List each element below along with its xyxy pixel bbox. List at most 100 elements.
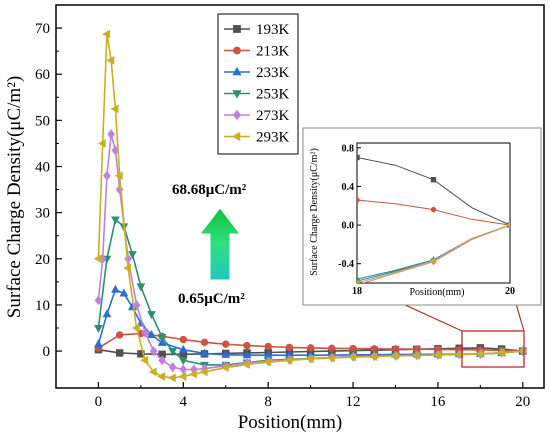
data-point-233k xyxy=(221,349,231,358)
data-point-233k xyxy=(147,330,156,338)
inset-data-point-193k xyxy=(357,154,360,161)
main-x-tick-label: 0 xyxy=(95,394,103,410)
main-x-tick-label: 12 xyxy=(346,394,361,410)
data-point-293k xyxy=(220,363,229,373)
main-series-group xyxy=(93,29,528,383)
data-point-233k xyxy=(200,348,209,357)
legend-label: 233K xyxy=(256,65,290,81)
data-point-293k xyxy=(140,355,149,365)
data-point-273k xyxy=(141,327,149,338)
main-x-axis-label: Position(mm) xyxy=(238,412,343,433)
inset-data-point-213k xyxy=(357,197,360,203)
data-point-293k xyxy=(433,350,441,360)
data-point-293k xyxy=(189,369,197,379)
data-point-293k xyxy=(199,367,208,377)
inset-y-tick-label: -0.4 xyxy=(338,259,354,270)
legend-item-233k: 233K xyxy=(224,65,290,81)
data-point-233k xyxy=(157,337,167,346)
data-point-293k xyxy=(411,351,420,360)
legend-label: 253K xyxy=(256,87,290,103)
data-point-293k xyxy=(475,349,484,359)
legend-item-193k: 193K xyxy=(224,22,290,38)
data-point-293k xyxy=(114,171,123,181)
data-point-293k xyxy=(369,352,378,361)
data-point-293k xyxy=(348,352,357,362)
data-point-233k xyxy=(111,284,120,293)
data-point-193k xyxy=(115,349,124,357)
series-line-293k xyxy=(97,34,523,379)
data-point-233k xyxy=(178,344,188,353)
main-y-tick-label: 40 xyxy=(35,160,50,176)
legend-marker-253k xyxy=(232,90,242,99)
main-y-tick-label: 60 xyxy=(35,67,50,83)
inset-series-293k xyxy=(357,223,510,283)
data-point-273k xyxy=(107,129,115,140)
inset-data-point-293k xyxy=(429,257,436,265)
legend-item-293k: 293K xyxy=(224,130,290,146)
legend-item-273k: 273K xyxy=(224,108,290,124)
data-point-273k xyxy=(179,364,188,375)
data-point-293k xyxy=(102,29,110,39)
data-point-293k xyxy=(326,353,335,363)
data-point-293k xyxy=(148,367,157,377)
data-point-253k xyxy=(147,311,156,320)
zoom-region-box xyxy=(461,330,525,368)
legend-marker-193k xyxy=(233,25,241,33)
main-x-tick-label: 8 xyxy=(264,394,272,410)
data-point-213k xyxy=(200,338,209,347)
main-y-tick-label: 10 xyxy=(35,298,50,314)
data-point-253k xyxy=(111,216,120,225)
main-x-tick-label: 4 xyxy=(180,394,188,410)
data-point-293k xyxy=(242,360,251,369)
data-point-293k xyxy=(131,323,140,333)
data-point-293k xyxy=(123,263,132,273)
data-point-233k xyxy=(94,339,103,348)
data-point-293k xyxy=(93,254,102,264)
legend-marker-273k xyxy=(232,109,242,121)
data-point-213k xyxy=(243,341,251,350)
data-point-273k xyxy=(103,170,111,181)
data-point-293k xyxy=(157,372,166,381)
legend-marker-293k xyxy=(231,131,241,142)
data-point-293k xyxy=(97,139,106,148)
min-value-annotation: 0.65μC/m² xyxy=(178,291,245,307)
data-point-253k xyxy=(178,357,188,366)
legend-label: 273K xyxy=(256,108,290,124)
data-point-273k xyxy=(149,346,158,357)
legend-box xyxy=(217,13,299,155)
data-point-233k xyxy=(102,309,112,318)
inset-x-axis-label: Position(mm) xyxy=(409,287,464,298)
data-point-293k xyxy=(167,373,176,383)
legend-label: 293K xyxy=(256,130,290,146)
main-y-tick-label: 0 xyxy=(43,344,51,360)
legend-label: 193K xyxy=(256,22,290,38)
data-point-213k xyxy=(115,331,124,339)
data-point-253k xyxy=(94,324,103,333)
legend-item-213k: 213K xyxy=(224,44,290,60)
main-x-tick-label: 16 xyxy=(430,394,446,410)
data-point-273k xyxy=(158,355,166,366)
data-point-293k xyxy=(106,56,115,65)
inset-series-group xyxy=(357,154,510,283)
data-point-273k xyxy=(132,299,141,310)
inset-y-tick-label: 0.8 xyxy=(342,143,355,154)
data-point-293k xyxy=(178,372,187,381)
data-point-213k xyxy=(285,343,294,352)
data-point-293k xyxy=(284,355,293,365)
inset-x-tick-label: 18 xyxy=(352,286,362,297)
main-y-tick-label: 50 xyxy=(35,113,50,129)
legend-label: 213K xyxy=(256,44,290,60)
data-point-293k xyxy=(496,348,505,358)
data-point-293k xyxy=(390,351,399,361)
max-value-annotation: 68.68μC/m² xyxy=(172,182,247,198)
legend: 193K 213K 233K 253K 273K 293K xyxy=(217,13,299,155)
data-point-233k xyxy=(242,350,252,359)
inset-y-tick-label: 0.4 xyxy=(342,182,355,193)
series-293k xyxy=(93,29,526,383)
legend-marker-213k xyxy=(233,46,241,55)
data-point-253k xyxy=(168,348,178,356)
data-point-293k xyxy=(263,357,272,367)
data-point-253k xyxy=(136,283,146,292)
data-point-273k xyxy=(168,362,177,373)
